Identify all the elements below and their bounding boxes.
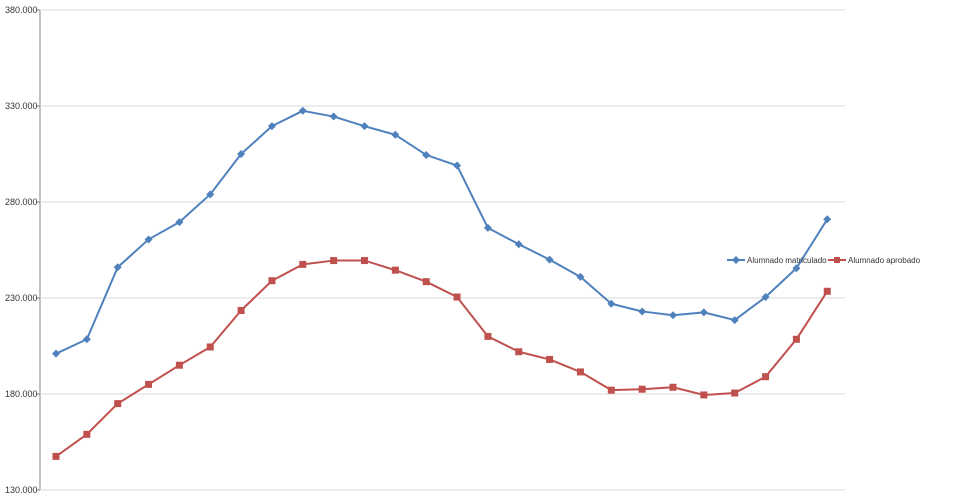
data-point-series-1 [268, 277, 276, 285]
legend-item-series-0: Alumnado matriculado [727, 256, 827, 265]
series-line-1 [55, 259, 829, 458]
gridlines [36, 9, 845, 491]
legend: Alumnado matriculado Alumnado aprobado [727, 256, 921, 265]
data-point-series-0 [699, 308, 708, 317]
y-tick-label: 230.000 [5, 293, 38, 303]
data-point-series-0 [545, 255, 554, 264]
data-point-series-1 [546, 355, 554, 363]
legend-label-series-1: Alumnado aprobado [848, 256, 921, 265]
data-point-series-0 [483, 223, 492, 232]
data-point-series-0 [669, 311, 677, 320]
data-point-series-0 [730, 316, 739, 325]
data-point-series-0 [237, 150, 246, 158]
data-point-series-0 [329, 112, 338, 121]
data-point-series-0 [823, 215, 832, 224]
data-point-series-0 [52, 349, 60, 358]
data-point-series-0 [360, 122, 369, 131]
data-point-series-1 [83, 430, 91, 438]
data-point-series-1 [175, 361, 183, 369]
series-line-0 [55, 109, 829, 355]
y-axis-tick-labels: 130.000 180.000 230.000 280.000 330.000 380.0… [5, 5, 38, 495]
data-point-series-0 [113, 263, 122, 272]
data-point-series-1 [823, 287, 831, 295]
data-point-series-0 [144, 235, 153, 244]
y-tick-label: 330.000 [5, 101, 38, 111]
y-tick-label: 380.000 [5, 5, 38, 15]
data-point-series-1 [145, 380, 153, 388]
data-point-series-1 [206, 343, 214, 351]
legend-label-series-0: Alumnado matriculado [747, 256, 827, 265]
data-point-series-0 [206, 190, 215, 199]
data-point-series-0 [761, 293, 770, 302]
legend-marker-series-0 [732, 256, 740, 264]
data-point-series-0 [638, 307, 647, 316]
y-tick-label: 130.000 [5, 485, 38, 495]
data-point-series-1 [700, 391, 708, 399]
data-point-series-0 [576, 272, 585, 281]
data-point-series-1 [484, 332, 492, 340]
y-tick-label: 280.000 [5, 197, 38, 207]
data-point-series-0 [175, 218, 184, 227]
data-point-series-1 [422, 278, 430, 286]
data-point-series-1 [576, 368, 584, 376]
data-point-series-0 [267, 122, 276, 131]
series-0 [52, 106, 832, 358]
data-point-series-1 [762, 373, 770, 381]
data-point-series-0 [82, 335, 91, 344]
data-point-series-1 [607, 386, 615, 394]
data-point-series-1 [515, 348, 523, 356]
data-point-series-0 [514, 240, 523, 249]
y-tick-label: 180.000 [5, 389, 38, 399]
data-point-series-1 [391, 266, 399, 274]
data-point-series-0 [298, 106, 307, 115]
legend-item-series-1: Alumnado aprobado [828, 256, 921, 265]
data-point-series-0 [607, 299, 616, 308]
series-1 [52, 257, 831, 460]
series-layer [52, 106, 832, 460]
data-point-series-1 [114, 400, 122, 408]
data-point-series-0 [391, 130, 400, 139]
data-point-series-1 [453, 293, 461, 301]
data-point-series-1 [361, 257, 368, 265]
data-point-series-1 [638, 385, 646, 393]
data-point-series-0 [792, 264, 801, 273]
data-point-series-1 [792, 335, 800, 343]
legend-marker-series-1 [834, 257, 840, 263]
data-point-series-0 [422, 150, 431, 159]
data-point-series-0 [453, 161, 462, 170]
data-point-series-1 [669, 383, 677, 391]
data-point-series-1 [731, 389, 739, 397]
data-point-series-1 [299, 260, 307, 268]
data-point-series-1 [52, 452, 60, 460]
data-point-series-1 [330, 257, 338, 265]
data-point-series-1 [237, 306, 245, 314]
